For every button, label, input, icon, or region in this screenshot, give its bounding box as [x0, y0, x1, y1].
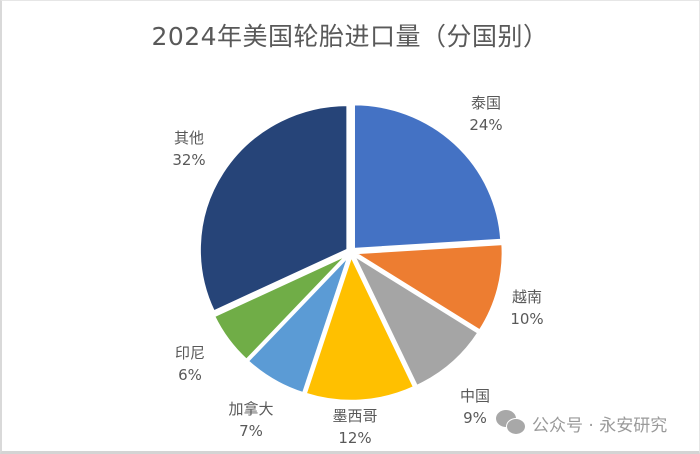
- pie-slice-1: [352, 102, 503, 251]
- label-china: 中国 9%: [459, 387, 490, 427]
- watermark-text: 公众号 · 永安研究: [532, 415, 668, 436]
- pie-slice-3: [350, 251, 481, 388]
- pie-slice-2: [350, 242, 505, 333]
- pie-slice-6: [212, 253, 349, 362]
- chart-title: 2024年美国轮胎进口量（分国别）: [151, 22, 549, 51]
- label-indonesia: 印尼 6%: [174, 344, 205, 384]
- wechat-icon: [496, 410, 526, 436]
- pie-slice-4: [303, 252, 416, 403]
- label-canada: 加拿大 7%: [228, 400, 274, 440]
- label-mexico: 墨西哥 12%: [332, 407, 378, 447]
- label-vietnam: 越南 10%: [510, 288, 544, 328]
- pie-slice-5: [245, 254, 351, 395]
- watermark: 公众号 · 永安研究: [496, 410, 667, 436]
- pie-slice-7: [198, 103, 349, 314]
- label-other: 其他 32%: [172, 129, 206, 169]
- label-thailand: 泰国 24%: [469, 94, 503, 134]
